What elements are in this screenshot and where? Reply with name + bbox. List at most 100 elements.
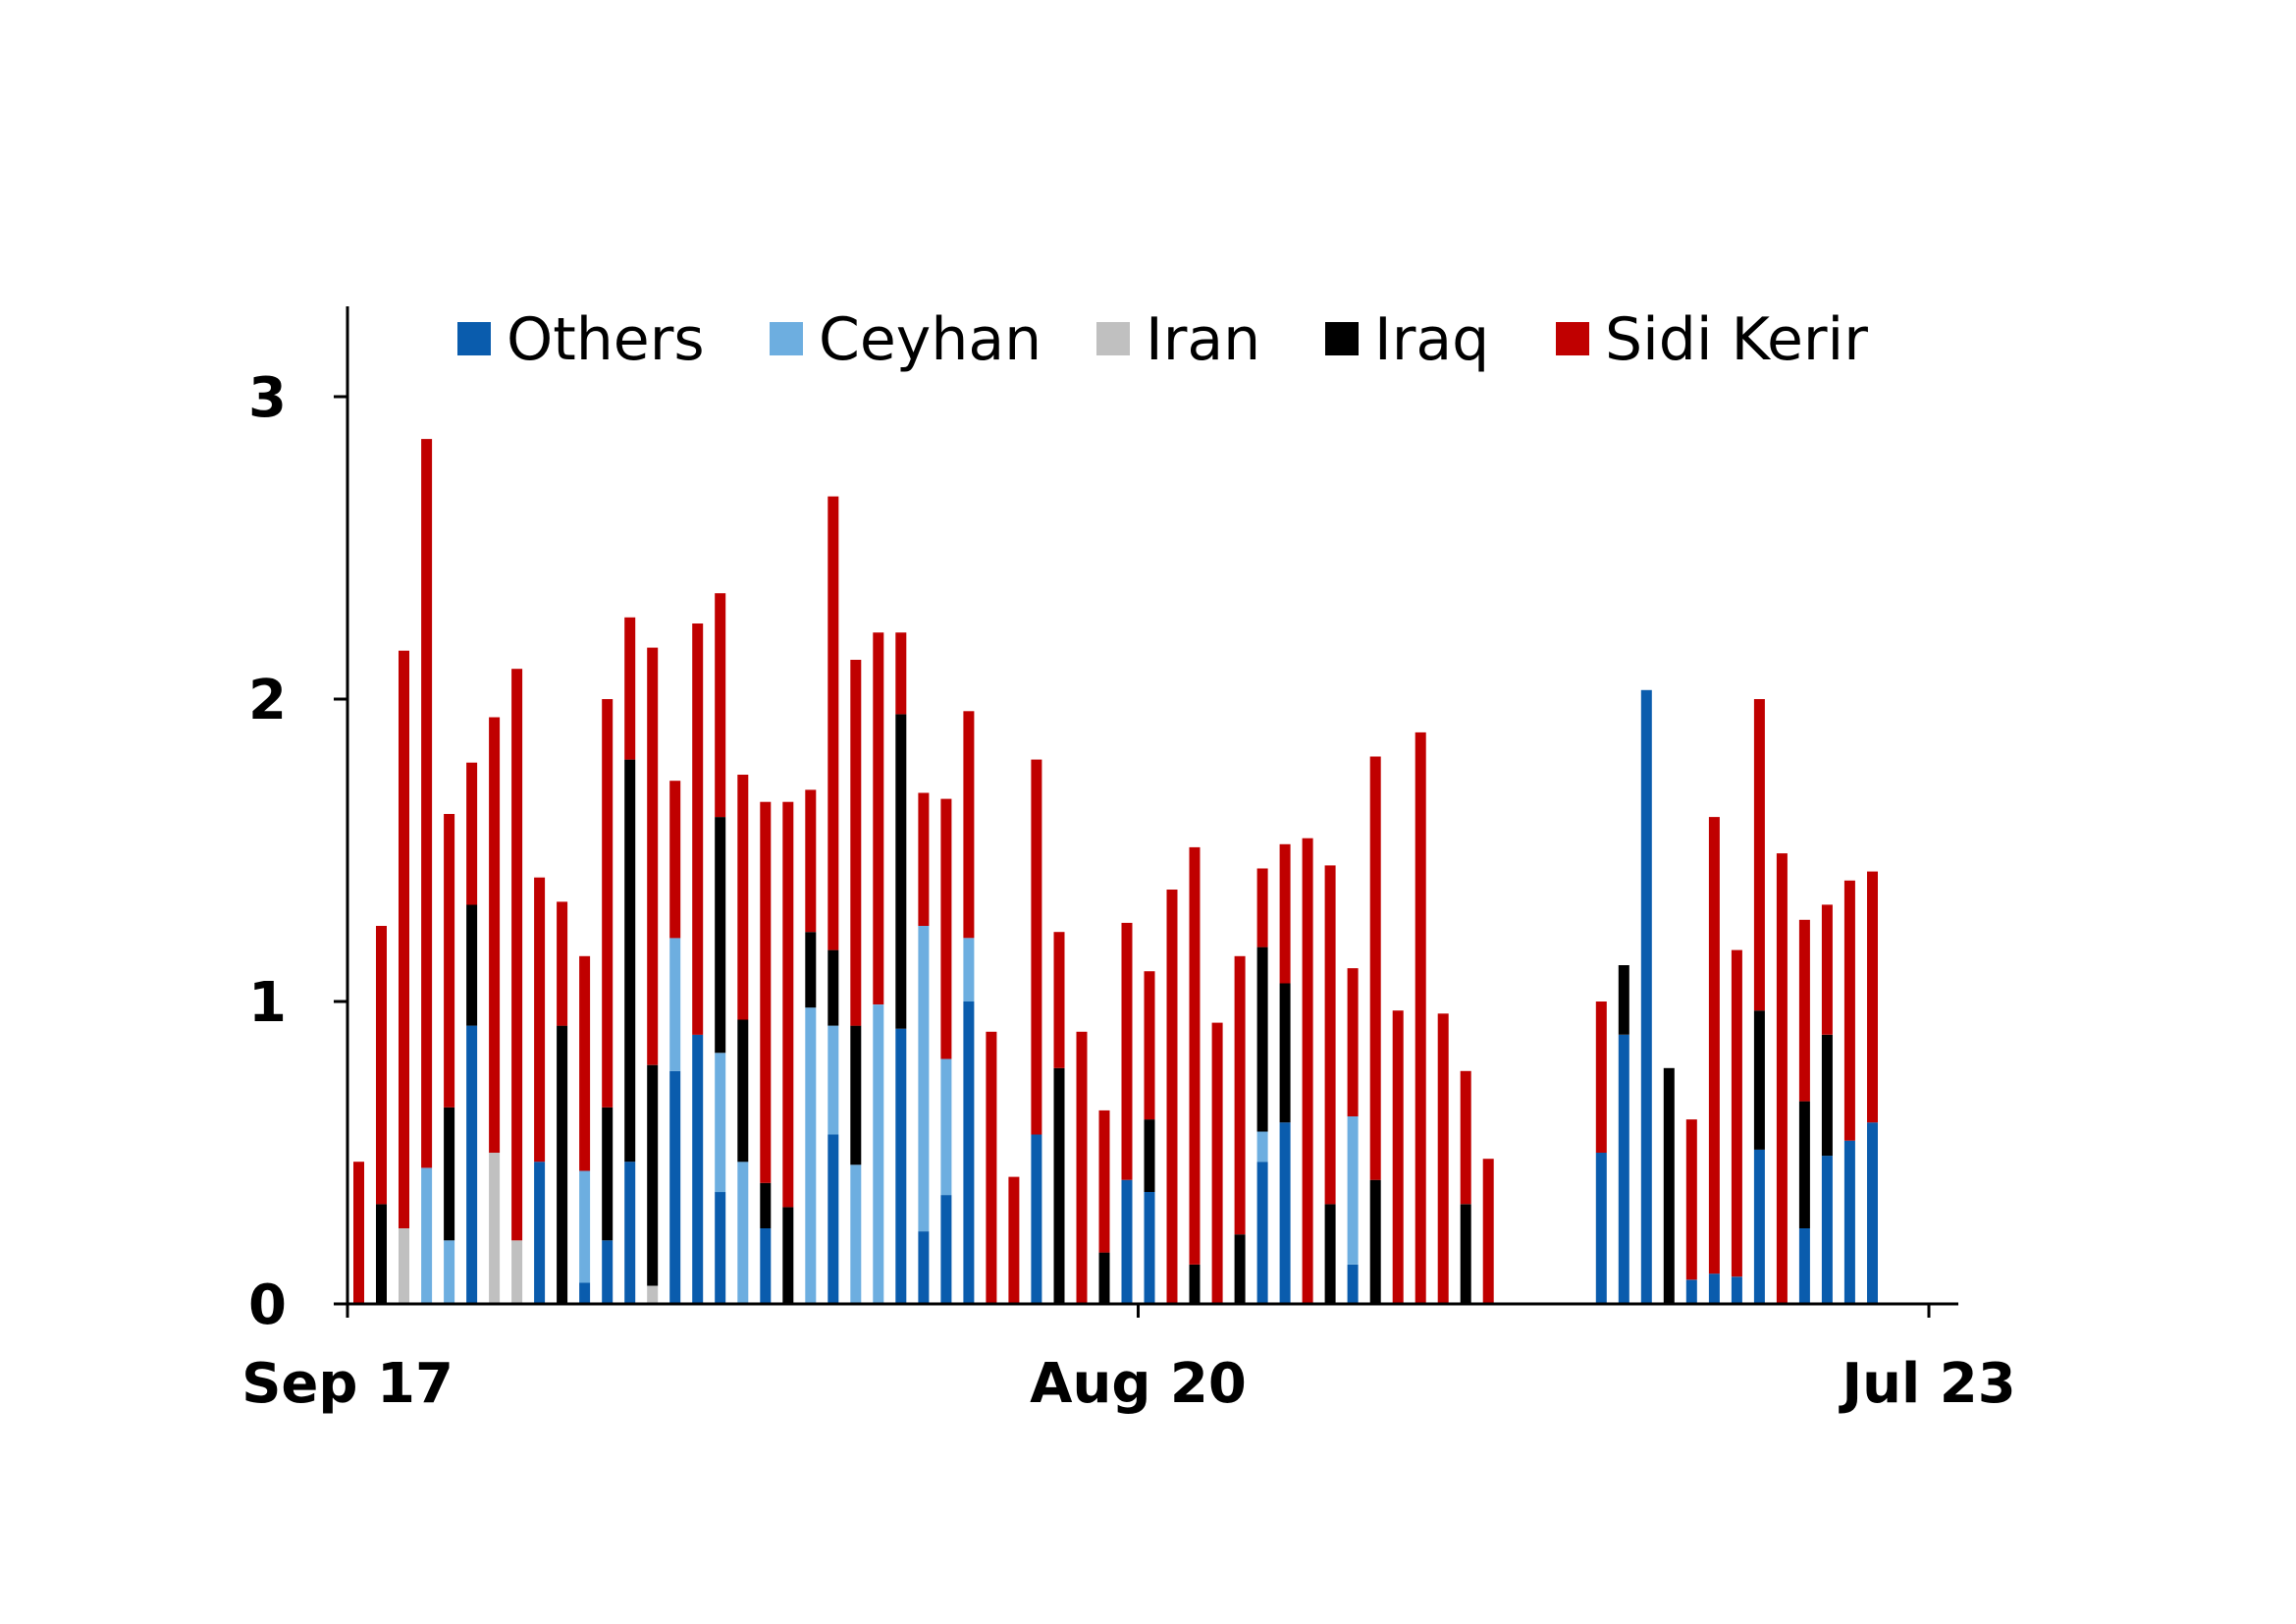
bar-segment-others [534, 1162, 546, 1304]
bar-segment-ceyhan [444, 1240, 455, 1304]
bar-segment-others [940, 1195, 952, 1304]
bar-segment-iraq [1144, 1119, 1155, 1192]
bar-segment-sidi-kerir [1279, 843, 1291, 984]
bar-segment-iraq [1798, 1101, 1810, 1228]
x-tick-label: Aug 20 [1030, 1352, 1247, 1416]
bar-segment-sidi-kerir [1144, 971, 1155, 1120]
bar-segment-iraq [1234, 1234, 1246, 1304]
bar-segment-iraq [895, 714, 907, 1029]
bar-segment-others [602, 1240, 614, 1304]
bar-segment-others [1798, 1228, 1810, 1304]
bar-segment-others [1618, 1034, 1629, 1304]
bar-segment-others [1685, 1279, 1697, 1304]
bar-segment-others [466, 1025, 478, 1304]
bar-segment-sidi-kerir [1098, 1110, 1110, 1253]
bar-segment-others [624, 1162, 636, 1304]
bar-segment-sidi-kerir [737, 775, 749, 1020]
bar-segment-iraq [850, 1025, 862, 1165]
bar-segment-iraq [444, 1107, 455, 1241]
bar-segment-ceyhan [828, 1025, 839, 1135]
bar-segment-iraq [557, 1025, 568, 1304]
bar-segment-sidi-kerir [1053, 932, 1065, 1068]
bar-segment-sidi-kerir [1798, 919, 1810, 1102]
bar-segment-sidi-kerir [602, 699, 614, 1108]
bar-segment-ceyhan [873, 1004, 884, 1304]
x-tick-label: Sep 17 [241, 1352, 454, 1416]
bar-segment-iran [489, 1153, 501, 1304]
y-tick-label: 3 [248, 366, 287, 430]
bar-segment-iraq [466, 904, 478, 1026]
axes: 0 1 2 3 Sep 17 Aug 20 Jul 23 [241, 306, 2016, 1416]
bar-segment-others [760, 1228, 772, 1304]
legend-swatch-iraq [1325, 322, 1359, 355]
bar-segment-sidi-kerir [692, 623, 704, 1035]
bar-segment-others [1256, 1162, 1268, 1304]
bar-segment-sidi-kerir [1415, 731, 1426, 1304]
bar-segment-others [1031, 1134, 1042, 1304]
bar-segment-others [963, 1001, 975, 1304]
bar-segment-iraq [1753, 1010, 1765, 1150]
bar-segment-iraq [1460, 1204, 1471, 1304]
bar-segment-iraq [1279, 983, 1291, 1123]
bar-segment-others [1595, 1153, 1607, 1304]
bar-segment-iran [511, 1240, 523, 1304]
bar-segment-sidi-kerir [895, 632, 907, 715]
legend-swatch-others [457, 322, 491, 355]
bar-segment-sidi-kerir [1256, 868, 1268, 947]
bar-segment-sidi-kerir [1776, 853, 1788, 1304]
bar-segment-sidi-kerir [1369, 756, 1381, 1180]
bar-segment-sidi-kerir [782, 801, 794, 1208]
bar-segment-ceyhan [669, 938, 681, 1071]
bar-segment-others [579, 1282, 591, 1304]
legend-label-iran: Iran [1146, 305, 1260, 374]
bar-segment-sidi-kerir [1008, 1176, 1020, 1304]
bar-segment-iraq [1098, 1252, 1110, 1304]
bar-segment-sidi-kerir [1753, 699, 1765, 1011]
bar-segment-sidi-kerir [1843, 880, 1855, 1141]
bar-segment-sidi-kerir [1121, 922, 1133, 1180]
bar-segment-iraq [602, 1107, 614, 1241]
bar-segment-sidi-kerir [1234, 955, 1246, 1235]
bar-segment-sidi-kerir [511, 669, 523, 1241]
bar-segment-sidi-kerir [1731, 949, 1742, 1277]
bar-segment-iraq [1189, 1265, 1201, 1304]
bar-segment-sidi-kerir [1867, 871, 1878, 1123]
y-tick-label: 1 [248, 971, 287, 1035]
bar-segment-sidi-kerir [1302, 838, 1313, 1304]
bar-segment-others [1821, 1156, 1833, 1304]
bar-segment-ceyhan [715, 1053, 726, 1193]
bar-segment-iran [399, 1228, 409, 1304]
bar-segment-others [669, 1070, 681, 1304]
bar-segment-sidi-kerir [669, 781, 681, 939]
bar-segment-sidi-kerir [1595, 1001, 1607, 1153]
bar-segment-ceyhan [579, 1170, 591, 1283]
legend-swatch-sidi-kerir [1556, 322, 1589, 355]
bar-segment-sidi-kerir [850, 660, 862, 1026]
bar-segment-iraq [828, 949, 839, 1026]
bar-segment-iraq [1053, 1067, 1065, 1304]
y-tick-label: 0 [248, 1273, 287, 1337]
bar-segment-sidi-kerir [828, 496, 839, 950]
bar-segment-sidi-kerir [1189, 846, 1201, 1265]
bar-segment-others [828, 1134, 839, 1304]
bar-segment-others [1843, 1140, 1855, 1304]
bar-segment-ceyhan [1256, 1131, 1268, 1163]
bar-segment-sidi-kerir [1031, 759, 1042, 1135]
bar-segment-iraq [1821, 1034, 1833, 1157]
bar-segment-others [1731, 1276, 1742, 1304]
bar-segment-iraq [1663, 1067, 1675, 1304]
bar-segment-iraq [805, 932, 817, 1008]
bar-segment-sidi-kerir [376, 926, 387, 1205]
bar-segment-sidi-kerir [353, 1162, 364, 1304]
bar-segment-sidi-kerir [557, 901, 568, 1026]
bar-segment-iraq [1618, 965, 1629, 1035]
bar-segment-iraq [737, 1019, 749, 1163]
bar-segment-sidi-kerir [963, 711, 975, 939]
legend-swatch-iran [1096, 322, 1130, 355]
bar-segment-sidi-kerir [1347, 968, 1359, 1116]
bar-segment-sidi-kerir [1460, 1070, 1471, 1205]
bar-segment-sidi-kerir [1324, 865, 1336, 1205]
bar-segment-iraq [624, 759, 636, 1163]
bar-segment-sidi-kerir [399, 650, 409, 1228]
